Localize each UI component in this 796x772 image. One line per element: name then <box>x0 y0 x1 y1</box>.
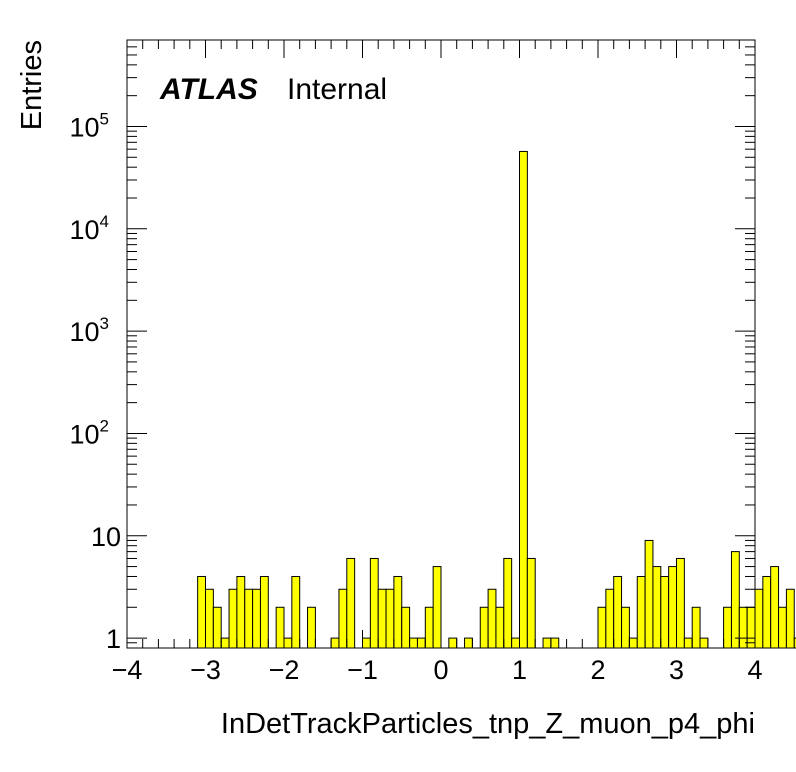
histogram-bar <box>526 557 536 649</box>
histogram-bar <box>236 575 246 649</box>
histogram-bar <box>730 551 740 649</box>
x-tick-label: 0 <box>433 655 448 685</box>
histogram-bar <box>385 588 395 649</box>
histogram-bar <box>723 606 732 649</box>
histogram-bar <box>738 606 748 649</box>
y-tick-label: 1 <box>106 624 121 654</box>
histogram-bar <box>770 566 780 649</box>
histogram-bar <box>628 637 638 649</box>
histogram-bar <box>652 566 662 649</box>
histogram-bar <box>605 588 615 649</box>
histogram-bar <box>244 588 254 649</box>
histogram-bar <box>550 637 560 649</box>
histogram-bar <box>401 606 411 649</box>
histogram-bar <box>613 575 623 649</box>
histogram-bar <box>291 575 301 649</box>
x-tick-label: −3 <box>190 655 221 685</box>
x-axis-label: InDetTrackParticles_tnp_Z_muon_p4_phi <box>221 708 755 740</box>
histogram-bar <box>393 575 403 649</box>
histogram-bar <box>519 150 528 649</box>
histogram-bar <box>691 606 701 649</box>
histogram-bar <box>660 575 670 649</box>
histogram-bar <box>197 575 206 649</box>
histogram-bar <box>228 588 238 649</box>
histogram-bar <box>205 588 214 649</box>
histogram-bar <box>338 588 348 649</box>
histogram-bar <box>621 606 630 649</box>
histogram-bar <box>212 606 222 649</box>
y-axis-label: Entries <box>16 40 48 130</box>
histogram-bar <box>432 566 442 649</box>
histogram-bar <box>346 557 356 649</box>
histogram-bar <box>778 606 787 649</box>
histogram-bar <box>220 637 230 649</box>
histogram-bar <box>597 606 607 649</box>
x-tick-label: 4 <box>747 655 762 685</box>
histogram-bar <box>762 575 772 649</box>
histogram-bar <box>479 606 489 649</box>
y-axis-tick-labels: 1 10 102 103 104 105 <box>69 109 121 654</box>
x-tick-label: −2 <box>269 655 300 685</box>
atlas-label: ATLAS <box>159 73 258 106</box>
histogram-bar <box>409 637 418 649</box>
x-tick-label: 1 <box>512 655 527 685</box>
histogram-bar <box>495 606 505 649</box>
histogram-bar <box>511 637 520 649</box>
histogram-bar <box>683 637 693 649</box>
histogram-bar <box>503 557 513 649</box>
histogram-bar <box>542 637 552 649</box>
y-tick-label: 102 <box>69 416 109 449</box>
histogram-bar <box>424 606 434 649</box>
histogram-bar <box>252 588 261 649</box>
histogram-bar <box>464 637 473 649</box>
x-axis-tick-labels: −4 −3 −2 −1 0 1 2 3 4 <box>112 655 763 685</box>
histogram-bar <box>275 606 285 649</box>
histogram-bar <box>754 588 764 649</box>
histogram-bar <box>699 637 709 649</box>
histogram-bar <box>416 637 426 649</box>
histogram-bars <box>197 150 796 649</box>
plot-frame <box>126 39 756 649</box>
y-axis-ticks <box>127 39 755 649</box>
x-tick-label: 3 <box>669 655 684 685</box>
histogram-bar <box>369 557 379 649</box>
histogram-bar <box>793 637 796 649</box>
histogram-bar <box>377 588 387 649</box>
histogram-bar <box>283 637 293 649</box>
y-tick-label: 10 <box>91 522 121 552</box>
x-axis-ticks <box>126 40 756 648</box>
histogram-bar <box>636 575 646 649</box>
histogram-bar <box>362 637 371 649</box>
y-tick-label: 103 <box>69 314 109 347</box>
x-tick-label: −4 <box>112 655 143 685</box>
histogram-bar <box>785 588 795 649</box>
y-tick-label: 104 <box>69 212 109 245</box>
histogram-bar <box>487 588 497 649</box>
internal-label: Internal <box>287 73 387 106</box>
histogram-bar <box>668 566 678 649</box>
histogram-bar <box>746 606 756 649</box>
histogram-bar <box>644 539 654 649</box>
histogram-bar <box>330 637 340 649</box>
histogram-bar <box>676 557 685 649</box>
x-tick-label: −1 <box>347 655 378 685</box>
histogram-bar <box>448 637 458 649</box>
y-tick-label: 105 <box>69 109 109 142</box>
histogram-bar <box>259 575 269 649</box>
x-tick-label: 2 <box>590 655 605 685</box>
histogram-bar <box>307 606 316 649</box>
